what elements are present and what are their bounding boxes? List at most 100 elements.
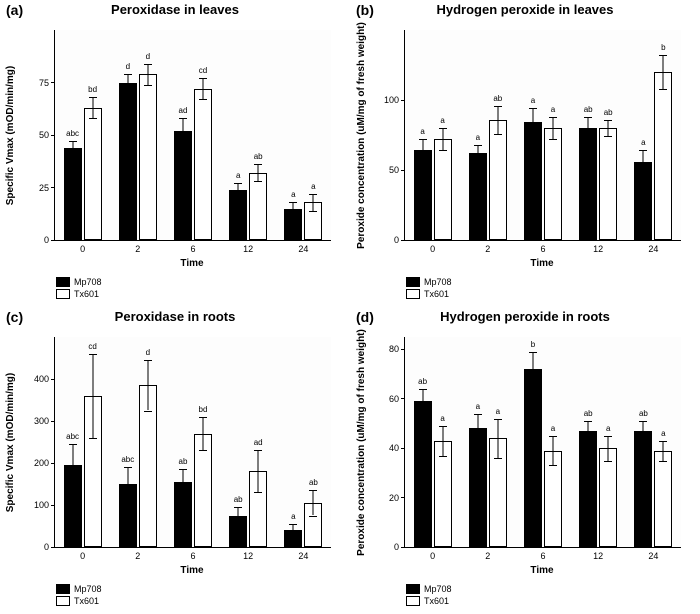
bar [229, 190, 247, 240]
x-axis-label: Time [404, 565, 680, 576]
x-tick-label: 6 [190, 240, 195, 254]
y-tick-label: 100 [34, 500, 55, 510]
bar [64, 148, 82, 240]
y-axis-label: Peroxide concentration (uM/mg of fresh w… [354, 337, 368, 547]
legend: Mp708Tx601 [56, 276, 102, 300]
error-bar [92, 97, 93, 118]
chart-panel: (c)Peroxidase in rootsSpecific Vmax (mOD… [0, 307, 350, 614]
bar [599, 128, 617, 240]
significance-label: d [146, 348, 150, 357]
x-axis-label: Time [54, 258, 330, 269]
significance-label: bd [88, 85, 97, 94]
x-tick-label: 2 [135, 547, 140, 561]
legend-swatch [56, 277, 70, 287]
error-bar [643, 150, 644, 172]
legend-item: Tx601 [56, 595, 102, 607]
significance-label: a [476, 402, 480, 411]
bar [654, 72, 672, 240]
error-bar [643, 421, 644, 441]
error-bar [147, 64, 148, 85]
panel-title: Hydrogen peroxide in roots [350, 309, 700, 324]
x-tick-label: 24 [648, 240, 658, 254]
bar [414, 150, 432, 240]
x-tick-label: 2 [485, 240, 490, 254]
bar [579, 431, 597, 547]
x-tick-label: 24 [298, 240, 308, 254]
y-tick-label: 50 [389, 165, 405, 175]
significance-label: a [291, 190, 295, 199]
bar [174, 131, 192, 240]
significance-label: a [531, 96, 535, 105]
significance-label: a [311, 182, 315, 191]
bar [249, 173, 267, 240]
y-tick-label: 0 [44, 235, 55, 245]
legend-item: Tx601 [406, 595, 452, 607]
y-tick-label: 40 [389, 443, 405, 453]
x-tick-label: 12 [243, 547, 253, 561]
y-tick-label: 20 [389, 493, 405, 503]
y-axis-label: Specific Vmax (mOD/min/mg) [4, 30, 18, 240]
y-tick-label: 0 [44, 542, 55, 552]
bar [414, 401, 432, 547]
bar [469, 428, 487, 547]
error-bar [608, 120, 609, 137]
error-bar [588, 117, 589, 139]
legend-swatch [406, 596, 420, 606]
error-bar [663, 441, 664, 461]
error-bar [663, 55, 664, 89]
legend-swatch [406, 277, 420, 287]
legend-label: Mp708 [424, 276, 452, 288]
bar [119, 83, 137, 241]
error-bar [533, 108, 534, 136]
significance-label: cd [88, 342, 96, 351]
error-bar [258, 450, 259, 492]
error-bar [422, 139, 423, 161]
plot-area: 02550750abcbd2dd6adcd12aab24aa [54, 30, 331, 241]
x-tick-label: 2 [485, 547, 490, 561]
error-bar [258, 164, 259, 181]
significance-label: d [126, 62, 130, 71]
significance-label: ab [418, 377, 427, 386]
error-bar [553, 436, 554, 466]
significance-label: a [496, 407, 500, 416]
significance-label: ab [254, 152, 263, 161]
significance-label: a [606, 424, 610, 433]
error-bar [127, 74, 128, 91]
significance-label: bd [199, 405, 208, 414]
x-tick-label: 6 [190, 547, 195, 561]
legend-item: Mp708 [406, 583, 452, 595]
error-bar [203, 417, 204, 451]
y-axis-label: Specific Vmax (mOD/min/mg) [4, 337, 18, 547]
legend-item: Tx601 [56, 288, 102, 300]
significance-label: a [476, 133, 480, 142]
bar [489, 120, 507, 240]
x-tick-label: 12 [593, 547, 603, 561]
x-axis-label: Time [404, 258, 680, 269]
error-bar [442, 128, 443, 150]
significance-label: ad [254, 438, 263, 447]
error-bar [293, 524, 294, 537]
significance-label: a [641, 138, 645, 147]
y-tick-label: 60 [389, 394, 405, 404]
significance-label: ab [584, 409, 593, 418]
error-bar [238, 507, 239, 524]
plot-area: 01002003004000abccd2abcd6abbd12abad24aab [54, 337, 331, 548]
significance-label: abc [66, 129, 79, 138]
bar [84, 108, 102, 240]
error-bar [477, 145, 478, 162]
significance-label: b [661, 43, 665, 52]
significance-label: a [236, 171, 240, 180]
y-tick-label: 50 [39, 130, 55, 140]
significance-label: a [420, 127, 424, 136]
error-bar [183, 469, 184, 494]
bar [469, 153, 487, 240]
bar [434, 139, 452, 240]
y-axis-label: Peroxide concentration (uM/mg of fresh w… [354, 30, 368, 240]
error-bar [313, 194, 314, 211]
x-tick-label: 6 [540, 240, 545, 254]
x-tick-label: 0 [430, 240, 435, 254]
x-tick-label: 2 [135, 240, 140, 254]
legend: Mp708Tx601 [406, 583, 452, 607]
bar [434, 441, 452, 547]
legend: Mp708Tx601 [406, 276, 452, 300]
